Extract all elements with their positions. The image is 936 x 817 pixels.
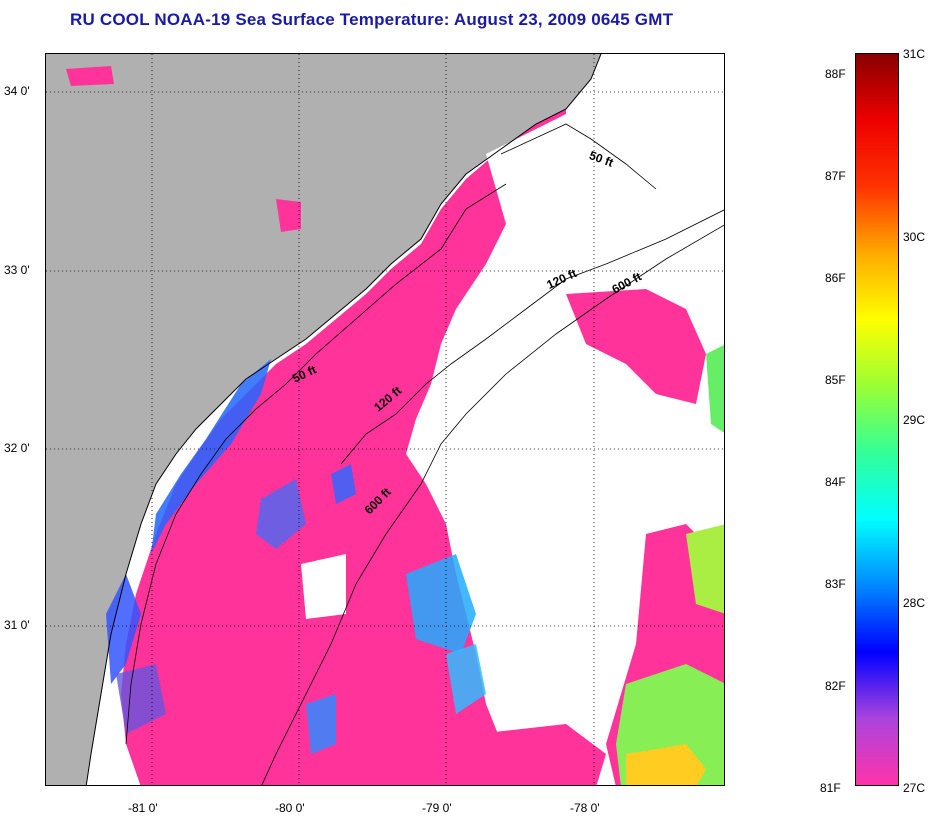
cool-nearshore-north	[151, 359, 271, 554]
cool-nearshore-south	[106, 574, 141, 684]
lon-label-80: -80 0'	[275, 801, 305, 815]
lon-label-81: -81 0'	[128, 801, 158, 815]
lat-label-34: 34 0'	[4, 84, 30, 98]
map-title: RU COOL NOAA-19 Sea Surface Temperature:…	[70, 10, 674, 29]
cool-patch-3	[446, 644, 486, 714]
land-area	[46, 54, 601, 785]
cloud-mask-1	[486, 114, 576, 224]
colorbar-label-30c: 30C	[903, 230, 926, 244]
hot-gulfstream-patch	[626, 744, 706, 785]
warm-patch-inland-2	[66, 66, 114, 86]
coastline	[85, 54, 602, 785]
colorbar-label-28c: 28C	[903, 596, 926, 610]
temperature-colorbar	[855, 53, 899, 786]
warm-patch-offshore-1	[566, 289, 706, 404]
lat-label-32: 32 0'	[4, 441, 30, 455]
cloud-mask-3	[486, 414, 586, 534]
colorbar-label-87f: 87F	[825, 169, 846, 183]
lon-label-79: -79 0'	[422, 801, 452, 815]
cool-patch-1	[256, 479, 306, 549]
green-patch-east-2	[686, 524, 724, 614]
colorbar-label-81f: 81F	[820, 781, 841, 795]
sst-map[interactable]: 50 ft 120 ft 600 ft 50 ft 120 ft 600 ft	[45, 53, 725, 786]
isobath-600ft-line	[261, 224, 724, 785]
isobath-120ft-line	[340, 209, 724, 465]
isobath-50ft-line	[125, 123, 657, 745]
lon-label-78: -78 0'	[570, 801, 600, 815]
cool-patch-4	[306, 694, 336, 754]
cool-patch-2	[406, 554, 476, 654]
colorbar-label-85f: 85F	[825, 373, 846, 387]
colorbar-label-27c: 27C	[903, 781, 926, 795]
green-patch-east	[706, 345, 724, 433]
lat-label-31: 31 0'	[4, 618, 30, 632]
colorbar-label-88f: 88F	[825, 67, 846, 81]
colorbar-label-86f: 86F	[825, 271, 846, 285]
cool-patch-6	[331, 464, 356, 504]
colorbar-label-83f: 83F	[825, 577, 846, 591]
warm-patch-offshore-3	[476, 724, 606, 785]
colorbar-label-82f: 82F	[825, 679, 846, 693]
cloud-mask-2	[301, 554, 346, 619]
lat-label-33: 33 0'	[4, 263, 30, 277]
warm-patch-inland	[276, 199, 301, 232]
colorbar-label-31c: 31C	[903, 47, 926, 61]
sst-map-canvas	[46, 54, 724, 785]
colorbar-label-29c: 29C	[903, 413, 926, 427]
colorbar-label-84f: 84F	[825, 475, 846, 489]
graticule	[46, 54, 724, 785]
